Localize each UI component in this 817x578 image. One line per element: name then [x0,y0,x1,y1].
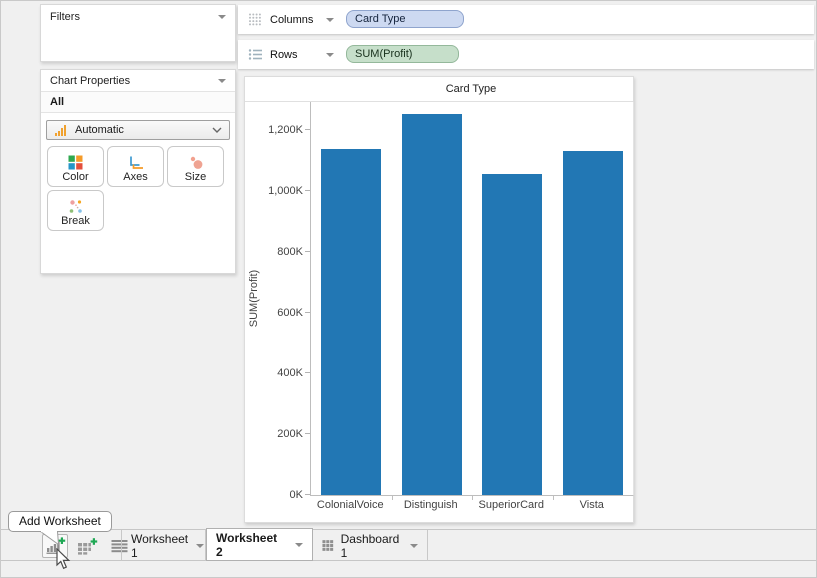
tab-caret-icon[interactable] [295,542,303,547]
y-tick-mark [305,494,310,495]
axes-icon [129,156,143,169]
tab-label: Worksheet 1 [131,531,189,560]
status-bar [1,561,816,577]
bar-vista[interactable] [562,150,623,495]
break-button-label: Break [61,215,90,227]
add-dashboard-button[interactable] [74,534,100,558]
y-tick-mark [305,433,310,435]
bar-distinguish[interactable] [401,113,462,495]
dashboard-grid-icon [322,540,334,551]
chart-properties-header[interactable]: Chart Properties [41,70,235,92]
tooltip-tail [40,531,60,546]
y-tick-mark [305,129,310,130]
chevron-down-icon [212,127,222,133]
columns-grip-icon [249,13,261,26]
color-button[interactable]: Color [47,146,104,187]
columns-shelf[interactable]: Columns Card Type [238,5,814,34]
size-button[interactable]: Size [167,146,224,187]
x-category-label: ColonialVoice [316,499,384,511]
x-category-label: Distinguish [403,499,458,511]
bar-chart-icon [55,125,66,136]
tab-worksheet-1[interactable]: Worksheet 1 [121,530,206,561]
axes-button-label: Axes [123,171,148,183]
color-squares-icon [68,155,83,170]
x-category-label: Vista [579,499,604,511]
chart-panel: Card Type SUM(Profit) 0K 200K 400K 600K 800K… [244,76,634,523]
bar-superiorcard[interactable] [482,174,543,495]
bar-colonialvoice[interactable] [321,149,382,495]
category-separator-tick [552,496,554,500]
rows-shelf[interactable]: Rows SUM(Profit) [238,40,814,69]
y-tick-label: 600K [277,306,303,319]
rows-grip-icon [248,49,262,60]
tab-label: Worksheet 2 [216,530,278,559]
tab-caret-icon[interactable] [196,543,205,548]
category-separator-tick [391,496,393,500]
add-dashboard-icon [77,537,97,555]
rows-shelf-label: Rows [270,48,298,61]
size-circles-icon [190,156,202,169]
filters-panel-header[interactable]: Filters [41,5,235,28]
filters-panel-title: Filters [50,10,80,23]
columns-shelf-label: Columns [270,13,314,26]
plot-area: 0K 200K 400K 600K 800K 1,000K 1,200K [268,102,634,501]
mark-type-value: Automatic [75,124,124,136]
tab-caret-icon[interactable] [410,543,418,548]
shelf-caret-icon[interactable] [326,17,334,22]
chart-title-row: Card Type [245,77,633,102]
y-tick-label: 800K [277,245,303,258]
pill-card-type[interactable]: Card Type [346,10,464,28]
size-button-label: Size [184,171,207,183]
break-dots-icon [69,200,82,213]
y-tick-mark [305,372,310,374]
y-tick-label: 400K [277,367,303,380]
sheet-list-button[interactable] [106,534,132,558]
collapse-caret-icon [218,78,226,83]
y-tick-label: 1,000K [268,184,303,197]
axes-button[interactable]: Axes [107,146,164,187]
y-tick-label: 200K [277,428,303,441]
add-worksheet-icon [46,537,65,554]
y-tick-label: 1,200K [268,124,303,136]
break-button[interactable]: Break [47,190,104,231]
sheet-bar: Worksheet 1 Worksheet 2 Dashboard [1,528,816,561]
tab-label: Dashboard 1 [340,531,400,560]
collapse-caret-icon [218,14,226,19]
scope-label: All [41,92,235,113]
y-tick-mark [305,189,310,191]
add-worksheet-tooltip: Add Worksheet [8,511,112,532]
y-tick-mark [305,250,310,252]
x-axis: ColonialVoice Distinguish SuperiorCard Vist… [310,495,632,521]
tab-worksheet-2[interactable]: Worksheet 2 [206,528,313,561]
color-button-label: Color [62,171,89,183]
chart-properties-title: Chart Properties [50,74,131,87]
mouse-cursor-icon [56,548,71,570]
y-tick-label: 0K [289,489,303,501]
filters-panel: Filters [40,4,236,62]
x-category-label: SuperiorCard [478,499,544,511]
category-separator-tick [472,496,473,500]
chart-properties-panel: Chart Properties All Automatic [40,69,236,274]
chart-title: Card Type [445,83,497,95]
tab-dashboard-1[interactable]: Dashboard 1 [313,530,428,561]
sheet-list-icon [111,540,127,553]
y-tick-mark [305,311,310,313]
mark-type-dropdown[interactable]: Automatic [46,120,230,140]
pill-sum-profit[interactable]: SUM(Profit) [346,45,459,63]
shelf-caret-icon[interactable] [326,52,334,57]
